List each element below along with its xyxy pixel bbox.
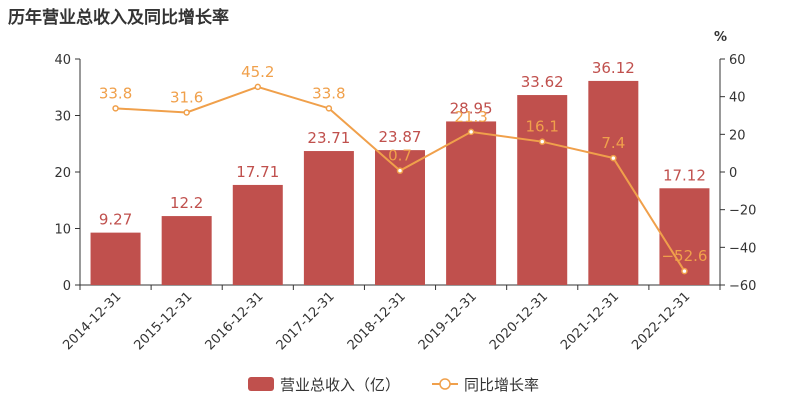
line-value-label: 33.8 <box>312 84 345 102</box>
right-tick-label: −40 <box>729 241 756 256</box>
bar-value-label: 17.71 <box>236 163 279 181</box>
left-tick-label: 20 <box>54 166 71 181</box>
x-tick-label: 2022-12-31 <box>629 289 693 353</box>
line-point[interactable] <box>112 105 119 112</box>
x-tick-label: 2014-12-31 <box>60 289 124 353</box>
bar[interactable] <box>446 121 497 286</box>
line-value-label: −52.6 <box>661 247 707 265</box>
x-tick-label: 2021-12-31 <box>558 289 622 353</box>
data-labels: 9.27 12.2 17.71 23.71 23.87 28.95 33.62 36.12 17… <box>99 59 708 265</box>
bar-value-label: 23.71 <box>307 129 350 147</box>
bar[interactable] <box>517 95 568 285</box>
bar[interactable] <box>303 151 354 285</box>
x-tick-label: 2016-12-31 <box>203 289 267 353</box>
x-tick-label: 2019-12-31 <box>416 289 480 353</box>
bar-value-label: 17.12 <box>663 166 706 184</box>
bar-value-label: 33.62 <box>521 73 564 91</box>
line-value-label: 7.4 <box>601 134 625 152</box>
line-point[interactable] <box>681 267 688 275</box>
legend-bar-swatch <box>248 377 274 391</box>
line-point[interactable] <box>467 128 475 136</box>
x-tick-label: 2017-12-31 <box>274 289 338 353</box>
left-tick-label: 10 <box>54 223 71 238</box>
bar[interactable] <box>232 184 283 285</box>
legend[interactable]: 营业总收入（亿） 同比增长率 <box>248 376 539 394</box>
line-value-label: 45.2 <box>241 63 274 81</box>
right-tick-label: 40 <box>729 91 746 106</box>
line-value-label: 0.7 <box>388 147 412 165</box>
right-tick-label: −20 <box>729 204 756 219</box>
line-point[interactable] <box>183 109 190 116</box>
bar-value-label: 12.2 <box>170 194 203 212</box>
bar-value-label: 23.87 <box>379 128 422 146</box>
line-point[interactable] <box>610 154 617 162</box>
bar-value-label: 9.27 <box>99 211 132 229</box>
line-value-label: 21.3 <box>454 108 487 126</box>
bar[interactable] <box>90 232 141 285</box>
line-value-label: 31.6 <box>170 88 203 106</box>
bar[interactable] <box>588 80 639 285</box>
bar[interactable] <box>161 216 212 285</box>
line-value-label: 16.1 <box>526 118 559 136</box>
line-value-label: 33.8 <box>99 84 132 102</box>
chart-title: 历年营业总收入及同比增长率 <box>8 8 229 28</box>
left-tick-label: 0 <box>63 279 71 294</box>
bar-value-label: 36.12 <box>592 59 635 77</box>
left-tick-label: 40 <box>54 53 71 68</box>
legend-line-marker <box>439 378 451 390</box>
right-tick-label: 20 <box>729 128 746 143</box>
x-tick-label: 2015-12-31 <box>131 289 195 353</box>
right-tick-label: 0 <box>729 166 737 181</box>
line-point[interactable] <box>325 105 333 112</box>
x-tick-label: 2020-12-31 <box>487 289 551 353</box>
line-series <box>112 83 688 275</box>
right-tick-label: −60 <box>729 279 756 294</box>
x-tick-label: 2018-12-31 <box>345 289 409 353</box>
legend-bar-label: 营业总收入（亿） <box>280 376 400 394</box>
bar-value-label: 28.95 <box>450 99 493 117</box>
legend-line-label: 同比增长率 <box>464 376 539 394</box>
line-point[interactable] <box>538 138 546 145</box>
left-tick-label: 30 <box>54 110 71 125</box>
line-point[interactable] <box>396 167 404 174</box>
right-tick-label: 60 <box>729 53 746 68</box>
line-point[interactable] <box>254 83 262 91</box>
right-axis-unit: % <box>714 30 727 45</box>
